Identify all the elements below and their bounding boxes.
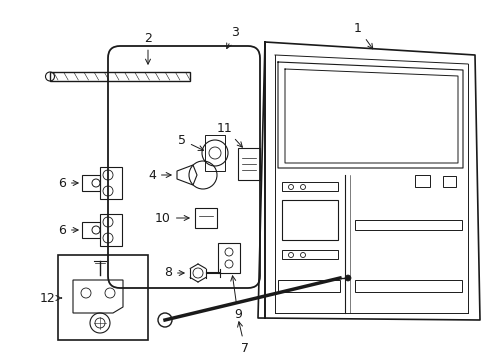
Text: 9: 9 — [230, 276, 242, 321]
Text: 6: 6 — [58, 176, 78, 189]
Text: 2: 2 — [144, 32, 152, 64]
Circle shape — [345, 275, 350, 281]
Text: 8: 8 — [163, 266, 184, 279]
Text: 7: 7 — [237, 322, 248, 355]
Text: 5: 5 — [178, 134, 203, 150]
Text: 11: 11 — [217, 122, 242, 147]
Text: 6: 6 — [58, 224, 78, 237]
Text: 12: 12 — [40, 292, 61, 305]
Text: 1: 1 — [353, 22, 372, 49]
Text: 4: 4 — [148, 168, 171, 181]
Text: 3: 3 — [226, 26, 239, 49]
Text: 10: 10 — [155, 212, 189, 225]
